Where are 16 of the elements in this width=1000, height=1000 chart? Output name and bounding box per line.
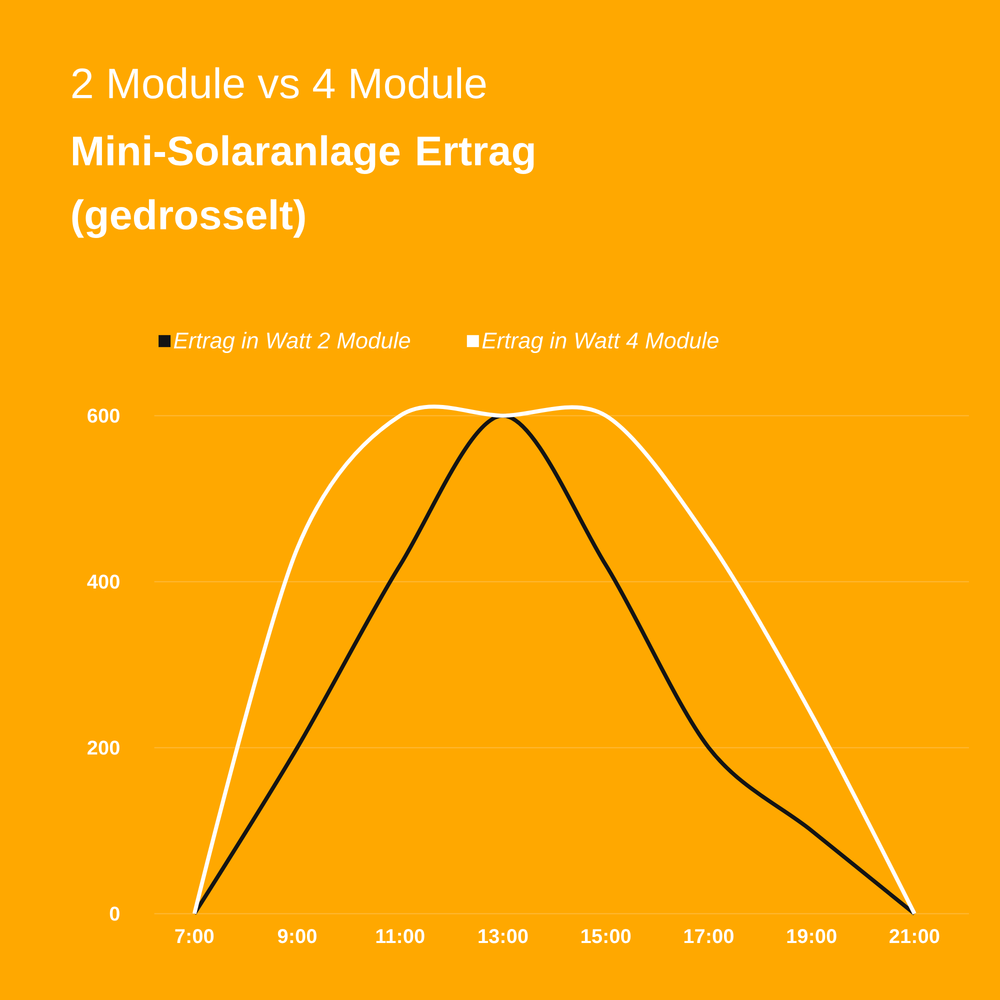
- chart-title: Mini-Solaranlage Ertrag (gedrosselt): [72, 135, 534, 238]
- x-tick-label: 17:00: [684, 929, 734, 944]
- chart-subtitle: 2 Module vs 4 Module: [72, 67, 486, 99]
- y-tick-label: 200: [88, 740, 120, 755]
- x-tick-label: 15:00: [582, 929, 631, 944]
- x-tick-label: 11:00: [376, 929, 424, 944]
- x-tick-label: 13:00: [478, 929, 528, 944]
- y-tick-label: 0: [110, 906, 120, 921]
- legend-label: Ertrag in Watt 2 Module: [174, 332, 410, 354]
- x-tick-label: 7:00: [175, 929, 214, 944]
- y-tick-label: 400: [87, 574, 120, 589]
- x-tick-label: 9:00: [278, 929, 316, 944]
- y-tick-label: 600: [88, 408, 120, 423]
- legend-label: Ertrag in Watt 4 Module: [482, 332, 718, 354]
- x-tick-label: 19:00: [787, 929, 836, 944]
- x-tick-label: 21:00: [890, 929, 940, 944]
